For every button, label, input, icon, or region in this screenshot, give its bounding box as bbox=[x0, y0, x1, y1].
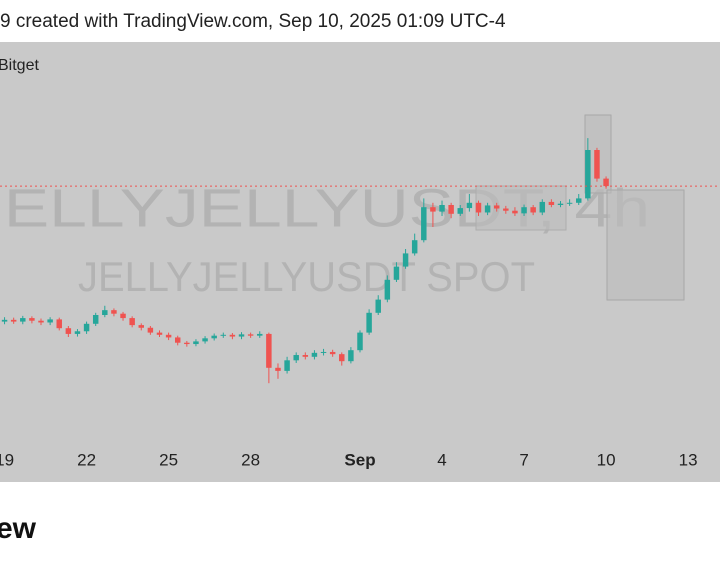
candle-body bbox=[302, 355, 309, 357]
candle-body bbox=[65, 328, 72, 334]
candle-body bbox=[293, 355, 299, 361]
candle-body bbox=[29, 318, 35, 321]
candle-body bbox=[311, 352, 318, 357]
watermark: JELLYJELLYUSDT SPOT bbox=[78, 253, 535, 300]
candle-body bbox=[375, 299, 381, 313]
candle-body bbox=[530, 207, 536, 213]
candle-body bbox=[421, 207, 427, 241]
candle-body bbox=[402, 253, 409, 267]
candle-body bbox=[329, 351, 336, 355]
candle-body bbox=[557, 203, 564, 205]
candle-body bbox=[111, 310, 117, 314]
candle-body bbox=[229, 334, 236, 337]
candle-body bbox=[266, 333, 272, 368]
candle-body bbox=[539, 201, 546, 213]
candle-body bbox=[20, 318, 26, 322]
candle-body bbox=[138, 325, 144, 328]
candle-body bbox=[102, 310, 108, 315]
candle-body bbox=[193, 341, 199, 345]
candle-body bbox=[512, 210, 518, 214]
x-tick-label: 10 bbox=[597, 450, 616, 469]
candle-body bbox=[1, 319, 8, 322]
x-tick-label: 13 bbox=[679, 450, 698, 469]
candle-body bbox=[174, 337, 181, 343]
candle-body bbox=[439, 205, 445, 212]
candle-body bbox=[576, 198, 582, 203]
x-tick-label: 19 bbox=[0, 450, 14, 469]
candle-body bbox=[238, 334, 245, 337]
candle-body bbox=[366, 312, 372, 333]
footer-logo: ew bbox=[0, 512, 37, 545]
candle-body bbox=[92, 315, 99, 324]
candle-body bbox=[220, 334, 227, 336]
candle-body bbox=[284, 360, 290, 371]
candle-body bbox=[211, 335, 217, 339]
header: 9 created with TradingView.com, Sep 10, … bbox=[0, 11, 506, 32]
candle-body bbox=[493, 205, 500, 209]
x-tick-label: 28 bbox=[241, 450, 260, 469]
candle-body bbox=[384, 279, 391, 300]
candle-body bbox=[320, 351, 327, 353]
candle-body bbox=[83, 323, 90, 332]
candle-body bbox=[357, 332, 363, 351]
candle-body bbox=[521, 207, 527, 214]
candle-body bbox=[156, 332, 163, 335]
candle-body bbox=[475, 202, 482, 213]
candle-body bbox=[411, 240, 418, 254]
candle-body bbox=[348, 350, 354, 362]
x-tick-label: 7 bbox=[519, 450, 528, 469]
candle-body bbox=[603, 178, 609, 187]
candle-body bbox=[466, 202, 473, 209]
x-tick-label: 25 bbox=[159, 450, 178, 469]
drawing-box bbox=[475, 185, 567, 231]
candle-body bbox=[202, 338, 208, 342]
candle-body bbox=[594, 150, 600, 179]
candle-body bbox=[503, 208, 509, 211]
x-tick-label: 4 bbox=[437, 450, 446, 469]
candle-body bbox=[275, 367, 281, 371]
candle-body bbox=[393, 266, 400, 280]
exchange: Bitget bbox=[0, 57, 39, 74]
candle-body bbox=[147, 327, 154, 333]
candle-body bbox=[38, 320, 44, 323]
drawing-box bbox=[606, 189, 685, 301]
candle-body bbox=[257, 333, 263, 336]
candle-body bbox=[129, 318, 135, 326]
candle-body bbox=[47, 319, 53, 323]
candle-body bbox=[120, 313, 126, 319]
candle-body bbox=[457, 208, 463, 214]
x-tick-label: Sep bbox=[344, 450, 375, 469]
candle-body bbox=[74, 331, 81, 334]
candle-body bbox=[548, 201, 555, 205]
candle-body bbox=[339, 354, 345, 362]
candle-body bbox=[566, 202, 573, 204]
candle-body bbox=[184, 342, 190, 345]
candle-body bbox=[56, 319, 62, 329]
candle-body bbox=[430, 207, 436, 212]
x-tick-label: 22 bbox=[77, 450, 96, 469]
candle-body bbox=[484, 205, 491, 213]
candle-body bbox=[247, 334, 254, 336]
candle-body bbox=[448, 205, 454, 214]
candle-body bbox=[585, 150, 591, 199]
candle-body bbox=[10, 319, 17, 322]
candle-body bbox=[165, 334, 172, 338]
